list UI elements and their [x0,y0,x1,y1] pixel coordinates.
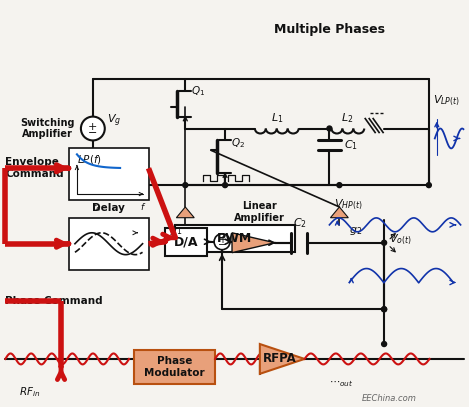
Circle shape [382,240,386,245]
Text: $L_1$: $L_1$ [271,112,283,125]
Polygon shape [331,207,348,218]
Text: $f$: $f$ [140,201,147,212]
Text: PWM: PWM [217,232,253,245]
Text: $Q_2$: $Q_2$ [231,136,245,150]
Circle shape [81,116,105,140]
Circle shape [382,341,386,346]
Circle shape [426,183,431,188]
Text: +: + [88,122,98,131]
Text: Switching
Amplifier: Switching Amplifier [20,118,75,139]
Text: $V_g$: $V_g$ [107,112,121,129]
Polygon shape [260,344,304,374]
Text: $RF_{in}$: $RF_{in}$ [19,385,40,398]
Text: $g_2$: $g_2$ [349,225,363,237]
Text: −: − [88,129,98,138]
Circle shape [382,307,386,312]
Bar [69,218,149,269]
Text: $V_{LP(t)}$: $V_{LP(t)}$ [433,94,460,108]
Text: $C_1$: $C_1$ [344,138,358,152]
Text: $L_2$: $L_2$ [341,112,354,125]
Text: D/A: D/A [174,235,198,248]
Polygon shape [176,207,194,218]
Bar [166,228,207,256]
Circle shape [214,234,230,249]
Text: $LP(f)$: $LP(f)$ [77,153,102,166]
Text: +: + [218,235,226,245]
Bar [175,225,295,252]
Text: −: − [218,240,226,250]
Bar [134,350,215,384]
Text: Multiple Phases: Multiple Phases [274,23,385,36]
Circle shape [327,126,332,131]
Text: $Q_1$: $Q_1$ [191,84,205,98]
Text: Delay: Delay [92,203,125,213]
Bar [69,149,149,200]
Circle shape [337,183,342,188]
Circle shape [223,183,227,188]
Circle shape [382,307,386,312]
Circle shape [183,183,188,188]
Text: $C_2$: $C_2$ [293,216,307,230]
Text: $\cdots_{out}$: $\cdots_{out}$ [329,379,354,389]
Text: Phase
Modulator: Phase Modulator [144,356,204,378]
Text: $V_{HP(t)}$: $V_{HP(t)}$ [334,197,363,212]
Text: EEChina.com: EEChina.com [362,394,416,403]
Polygon shape [232,233,275,253]
Text: $g_1$: $g_1$ [169,225,183,237]
Text: Phase Command: Phase Command [5,296,103,306]
Text: $f_B$: $f_B$ [92,201,101,214]
Text: $V_{o(t)}$: $V_{o(t)}$ [389,232,412,247]
Text: RFPA: RFPA [263,352,296,365]
Text: Linear
Amplifier: Linear Amplifier [234,201,285,223]
Text: Envelope
Command: Envelope Command [5,158,64,179]
